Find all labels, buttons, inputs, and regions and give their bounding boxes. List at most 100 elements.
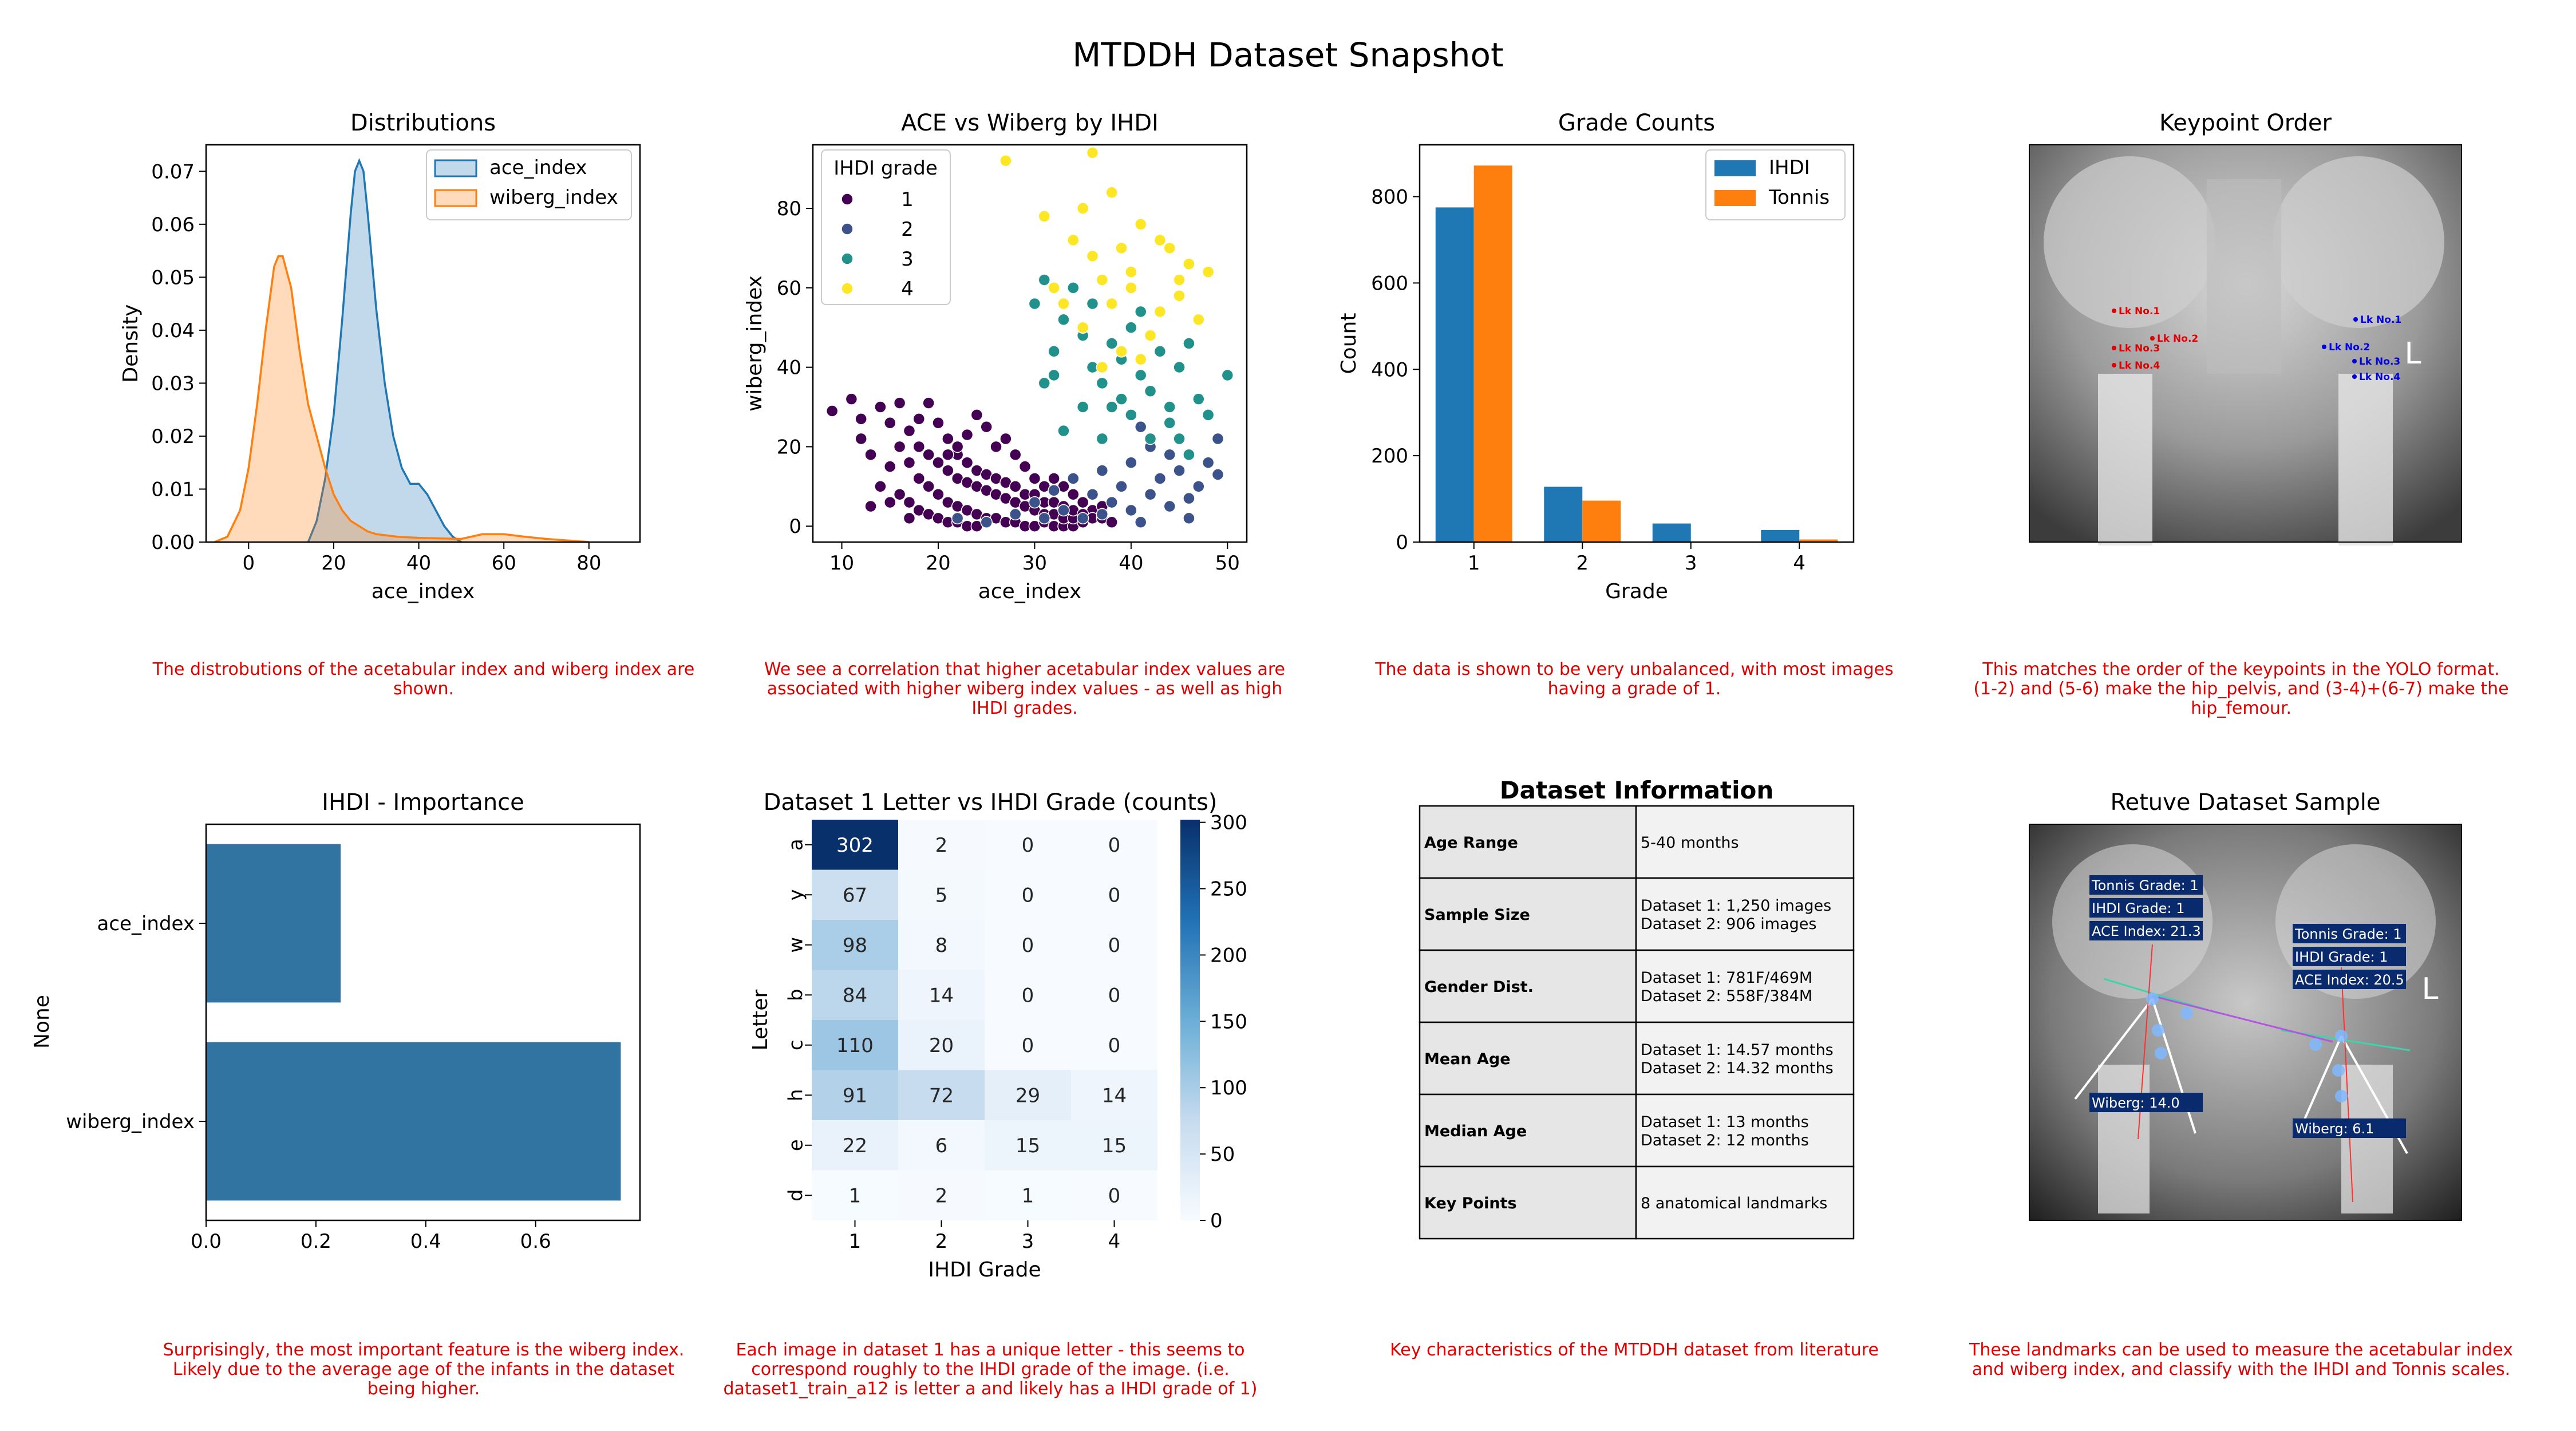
scatter-point-grade-3 bbox=[1163, 417, 1176, 429]
legend-label-IHDI: IHDI bbox=[1769, 156, 1810, 179]
legend-label-grade-1: 1 bbox=[901, 188, 914, 211]
y-tick-label: 0.00 bbox=[151, 531, 195, 554]
x-tick-label: 2 bbox=[1576, 552, 1589, 575]
keypoint-right bbox=[2353, 317, 2358, 322]
legend-label-Tonnis: Tonnis bbox=[1768, 186, 1830, 209]
grade-counts-ylabel: Count bbox=[1337, 313, 1361, 374]
scatter-point-grade-3 bbox=[1183, 337, 1195, 350]
keypoint-label-right: Lk No.3 bbox=[2359, 356, 2400, 367]
colorbar-tick-label: 200 bbox=[1210, 944, 1247, 967]
keypoint-left bbox=[2112, 363, 2116, 367]
scatter-point-grade-4 bbox=[1144, 329, 1157, 342]
heatmap-cell bbox=[898, 1170, 985, 1220]
scatter-point-grade-1 bbox=[884, 460, 896, 473]
x-tick-label: 40 bbox=[406, 552, 431, 575]
heatmap-cell-value: 5 bbox=[935, 884, 948, 907]
scatter-point-grade-3 bbox=[1038, 377, 1051, 390]
info-key: Mean Age bbox=[1424, 1050, 1511, 1068]
legend-label-ace_index: ace_index bbox=[489, 156, 587, 179]
kde-line-ace_index bbox=[307, 158, 462, 543]
grade-counts-title: Grade Counts bbox=[1558, 110, 1715, 136]
caption-keypoint-order: This matches the order of the keypoints … bbox=[1973, 659, 2509, 718]
info-key: Median Age bbox=[1424, 1122, 1527, 1140]
heatmap-cell-value: 6 bbox=[935, 1134, 948, 1157]
scatter-point-grade-1 bbox=[825, 405, 839, 417]
femur-left bbox=[2098, 1065, 2150, 1213]
keypoint-left bbox=[2150, 336, 2155, 341]
legend-marker bbox=[841, 252, 854, 265]
scatter-point-grade-4 bbox=[1048, 282, 1060, 294]
scatter-point-grade-1 bbox=[942, 464, 954, 477]
info-value: Dataset 2: 14.32 months bbox=[1641, 1060, 1834, 1077]
x-tick-label: 60 bbox=[492, 552, 516, 575]
legend-label-grade-2: 2 bbox=[901, 218, 914, 241]
scatter-point-grade-1 bbox=[961, 428, 974, 441]
scatter-point-grade-2 bbox=[1125, 456, 1137, 469]
heatmap-cell-value: 0 bbox=[1022, 884, 1034, 907]
heatmap-cell-value: 2 bbox=[935, 834, 948, 857]
femur-right bbox=[2338, 374, 2393, 545]
scatter-point-grade-2 bbox=[1153, 472, 1167, 485]
scatter-point-grade-4 bbox=[1096, 361, 1109, 374]
info-key: Key Points bbox=[1424, 1195, 1517, 1212]
info-value: Dataset 2: 906 images bbox=[1641, 915, 1816, 933]
retuve-right-tag-bg bbox=[2293, 970, 2406, 989]
scatter-point-grade-1 bbox=[845, 393, 858, 405]
caption-distributions: The distrobutions of the acetabular inde… bbox=[152, 659, 695, 699]
scatter-point-grade-2 bbox=[1183, 492, 1195, 505]
scatter-point-grade-4 bbox=[1105, 186, 1118, 199]
x-tick-label: 0 bbox=[242, 552, 255, 575]
heatmap-cell bbox=[1071, 1170, 1157, 1220]
colorbar-tick-label: 250 bbox=[1210, 878, 1247, 901]
scatter-point-grade-1 bbox=[893, 397, 906, 409]
info-value: Dataset 1: 781F/469M bbox=[1641, 969, 1812, 987]
importance-title: IHDI - Importance bbox=[322, 789, 524, 816]
heatmap-col-label: 3 bbox=[1022, 1230, 1034, 1253]
y-tick-label: 0.04 bbox=[151, 319, 195, 342]
heatmap-cell-value: 0 bbox=[1022, 934, 1034, 957]
scatter-point-grade-2 bbox=[1009, 508, 1022, 521]
colorbar-tick-label: 150 bbox=[1210, 1010, 1247, 1033]
keypoint-left bbox=[2112, 309, 2116, 313]
y-tick-label: 0.03 bbox=[151, 372, 195, 395]
heatmap-cell-value: 14 bbox=[929, 984, 954, 1007]
distributions-title: Distributions bbox=[350, 110, 496, 136]
scatter-point-grade-1 bbox=[932, 417, 945, 429]
heatmap-cell bbox=[898, 1020, 985, 1070]
scatter-legend-title: IHDI grade bbox=[833, 157, 938, 180]
landmark-point bbox=[2146, 993, 2159, 1005]
heatmap-cell-value: 91 bbox=[843, 1084, 867, 1107]
scatter-point-grade-2 bbox=[1173, 464, 1186, 477]
scatter-point-grade-4 bbox=[1067, 234, 1080, 247]
scatter-axes bbox=[812, 144, 1248, 543]
x-tick-label: 20 bbox=[926, 552, 950, 575]
heatmap-cell-value: 0 bbox=[1022, 834, 1034, 857]
heatmap-cell-value: 8 bbox=[935, 934, 948, 957]
heatmap-cell bbox=[985, 1120, 1071, 1171]
scatter-point-grade-3 bbox=[1173, 361, 1186, 374]
scatter-point-grade-4 bbox=[1086, 250, 1099, 263]
scatter-point-grade-3 bbox=[1028, 297, 1041, 310]
scatter-point-grade-2 bbox=[1076, 512, 1089, 525]
heatmap-row-label: e bbox=[785, 1139, 808, 1151]
heatmap-cell-value: 0 bbox=[1022, 984, 1034, 1007]
retuve-right-wiberg-bg bbox=[2293, 1118, 2406, 1138]
heatmap-col-label: 1 bbox=[849, 1230, 862, 1253]
y-tick-label: 0 bbox=[1396, 531, 1408, 554]
scatter-point-grade-2 bbox=[1048, 484, 1060, 497]
colorbar-tick-label: 300 bbox=[1210, 812, 1247, 835]
heatmap-cell bbox=[1071, 920, 1157, 970]
scatter-point-grade-3 bbox=[1086, 297, 1099, 310]
scatter-point-grade-1 bbox=[1028, 472, 1041, 485]
scatter-point-grade-1 bbox=[912, 440, 926, 453]
info-value: Dataset 2: 558F/384M bbox=[1641, 987, 1812, 1005]
y-tick-label: 0.02 bbox=[151, 425, 195, 448]
heatmap-cell bbox=[812, 1120, 898, 1171]
bar-IHDI-grade-1 bbox=[1435, 207, 1474, 542]
info-key: Gender Dist. bbox=[1424, 978, 1534, 996]
scatter-point-grade-4 bbox=[1086, 147, 1099, 159]
dataset-info-title: Dataset Information bbox=[1500, 776, 1774, 804]
heatmap-cell-value: 1 bbox=[1022, 1184, 1034, 1207]
heatmap-cell bbox=[812, 1170, 898, 1220]
retuve-right-tag: ACE Index: 20.5 bbox=[2295, 972, 2404, 988]
